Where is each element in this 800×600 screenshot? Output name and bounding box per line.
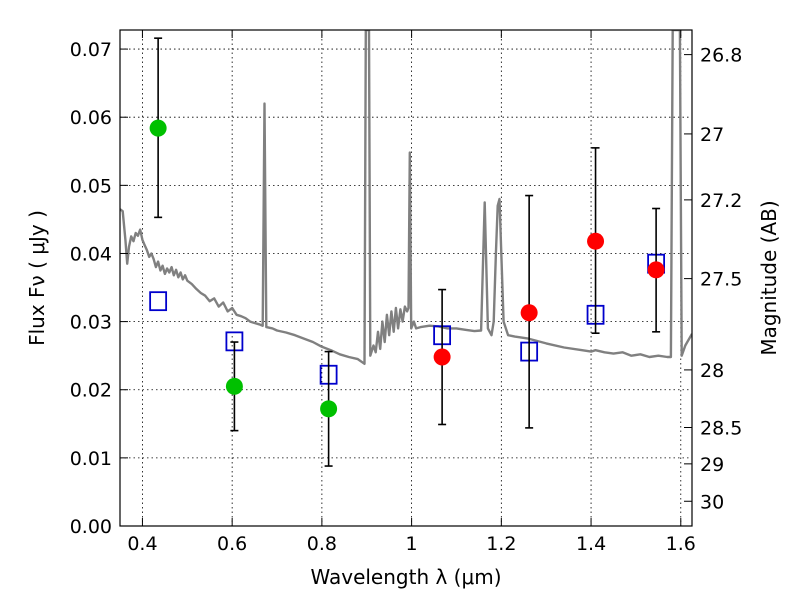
- x-axis-label: Wavelength λ (μm): [310, 565, 501, 589]
- y-tick-label: 0.02: [70, 380, 112, 402]
- x-tick-label: 1.4: [576, 533, 606, 555]
- model-square-marker: [149, 291, 168, 312]
- x-tick-label: 0.4: [127, 533, 157, 555]
- data-layer: [120, 30, 692, 467]
- y2-axis-label: Magnitude (AB): [757, 200, 781, 355]
- y-tick-label: 0.01: [70, 448, 112, 470]
- y2-tick-label: 26.8: [700, 45, 742, 67]
- x-tick-label: 1: [406, 533, 418, 555]
- photometry-point: [149, 119, 167, 137]
- y-tick-label: 0.07: [70, 39, 112, 61]
- spectrum-line: [120, 30, 692, 365]
- y2-tick-label: 30: [700, 491, 724, 513]
- y2-tick-label: 27.2: [700, 190, 742, 212]
- x-tick-label: 1.6: [666, 533, 696, 555]
- x-tick-label: 0.6: [217, 533, 247, 555]
- y2-tick-label: 28: [700, 360, 724, 382]
- photometry-point: [225, 377, 243, 395]
- y2-tick-label: 29: [700, 454, 724, 476]
- labels: Wavelength λ (μm) Flux Fν ( μJy ) Magnit…: [25, 200, 781, 589]
- y-tick-label: 0.05: [70, 175, 112, 197]
- y-tick-label: 0.00: [70, 516, 112, 538]
- y-tick-label: 0.06: [70, 107, 112, 129]
- photometry-point: [320, 400, 338, 418]
- y2-tick-label: 27.5: [700, 269, 742, 291]
- axes: 0.4 0.6 0.8 1 1.2 1.4 1.6 0.00 0.01 0.02 0.03 0.04 0…: [70, 29, 742, 555]
- y-tick-label: 0.04: [70, 243, 112, 265]
- photometry-point: [587, 232, 605, 250]
- grid: [120, 30, 692, 526]
- y2-tick-label: 27: [700, 124, 724, 146]
- y2-tick-label: 28.5: [700, 418, 742, 440]
- plot-frame: [119, 29, 693, 527]
- photometry-point: [520, 304, 538, 322]
- x-tick-label: 1.2: [486, 533, 516, 555]
- x-tick-label: 0.8: [307, 533, 337, 555]
- photometry-point: [433, 348, 451, 366]
- photometry-point: [647, 261, 665, 279]
- y-tick-label: 0.03: [70, 312, 112, 334]
- y-axis-label: Flux Fν ( μJy ): [25, 210, 49, 346]
